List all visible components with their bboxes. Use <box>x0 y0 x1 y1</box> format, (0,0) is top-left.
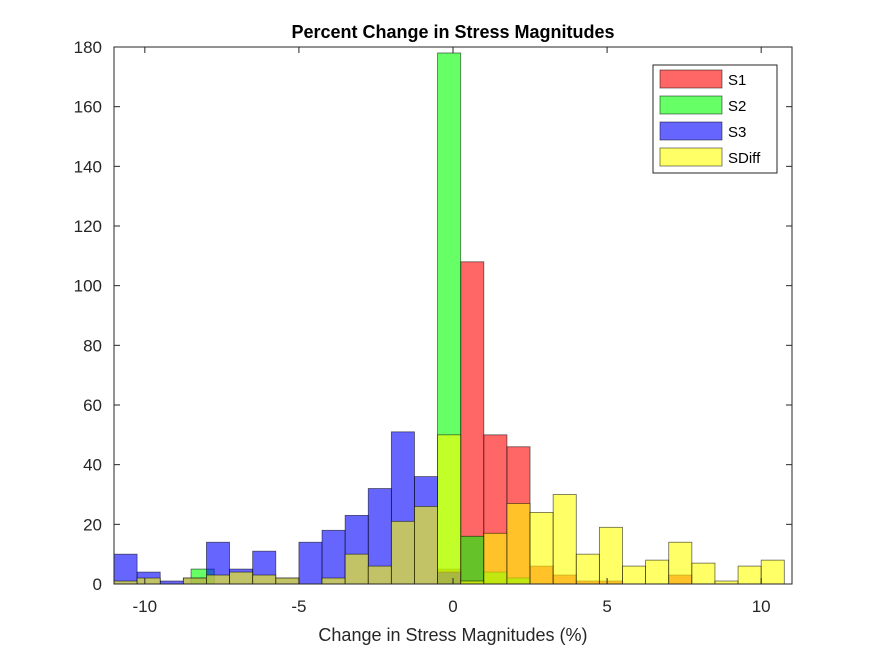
y-tick-label: 60 <box>83 396 102 415</box>
bar-sdiff-14 <box>483 532 508 585</box>
bar-sdiff-26 <box>760 559 785 585</box>
bar-sdiff-12 <box>437 434 462 585</box>
bar-sdiff-25 <box>737 565 762 585</box>
legend-swatch-s2 <box>659 95 723 115</box>
bar-sdiff-23 <box>691 562 716 585</box>
y-tick-label: 140 <box>74 157 102 176</box>
legend-label-s1: S1 <box>728 72 746 89</box>
chart-title: Percent Change in Stress Magnitudes <box>291 22 614 42</box>
legend-swatch-sdiff <box>659 147 723 167</box>
bar-sdiff-2 <box>182 577 207 585</box>
bar-sdiff-15 <box>506 503 531 585</box>
bar-sdiff-1 <box>136 577 161 585</box>
bar-s3-0 <box>113 553 138 585</box>
x-axis-label: Change in Stress Magnitudes (%) <box>318 625 587 645</box>
bar-sdiff-11 <box>414 506 438 585</box>
bar-sdiff-8 <box>344 553 369 585</box>
legend: S1 S2 S3 SDiff <box>652 64 778 174</box>
bar-sdiff-6 <box>275 577 300 585</box>
bar-sdiff-22 <box>668 541 693 585</box>
bar-sdiff-10 <box>390 520 415 585</box>
bar-s3-9 <box>321 529 346 585</box>
bar-sdiff-16 <box>529 512 554 585</box>
y-tick-label: 120 <box>74 217 102 236</box>
y-tick-label: 20 <box>83 515 102 534</box>
bar-s2-2 <box>460 535 485 585</box>
bar-sdiff-17 <box>552 494 577 585</box>
legend-label-s3: S3 <box>728 124 746 141</box>
x-tick-label: 0 <box>448 597 457 616</box>
y-tick-label: 100 <box>74 277 102 296</box>
x-tick-label: -5 <box>291 597 306 616</box>
legend-swatch-s3 <box>659 121 723 141</box>
bar-sdiff-19 <box>598 526 623 585</box>
bar-sdiff-20 <box>622 565 647 585</box>
legend-label-s2: S2 <box>728 98 746 115</box>
series-sdiff <box>113 434 785 585</box>
bar-sdiff-3 <box>206 574 230 585</box>
bar-s1-1 <box>460 261 485 585</box>
bar-sdiff-9 <box>367 565 392 585</box>
x-tick-label: -10 <box>133 597 158 616</box>
y-tick-label: 180 <box>74 38 102 57</box>
y-tick-label: 0 <box>93 575 102 594</box>
legend-swatch-s1 <box>659 69 723 89</box>
y-tick-label: 80 <box>83 336 102 355</box>
x-tick-label: 10 <box>752 597 771 616</box>
bar-sdiff-5 <box>252 574 277 585</box>
bar-sdiff-4 <box>229 571 254 585</box>
bar-s3-8 <box>298 541 323 585</box>
y-tick-label: 160 <box>74 98 102 117</box>
legend-label-sdiff: SDiff <box>728 150 761 167</box>
bar-sdiff-18 <box>575 553 600 585</box>
bar-sdiff-7 <box>321 577 346 585</box>
x-tick-label: 5 <box>602 597 611 616</box>
bars-layer <box>113 52 785 585</box>
y-tick-label: 40 <box>83 456 102 475</box>
bar-sdiff-21 <box>645 559 670 585</box>
